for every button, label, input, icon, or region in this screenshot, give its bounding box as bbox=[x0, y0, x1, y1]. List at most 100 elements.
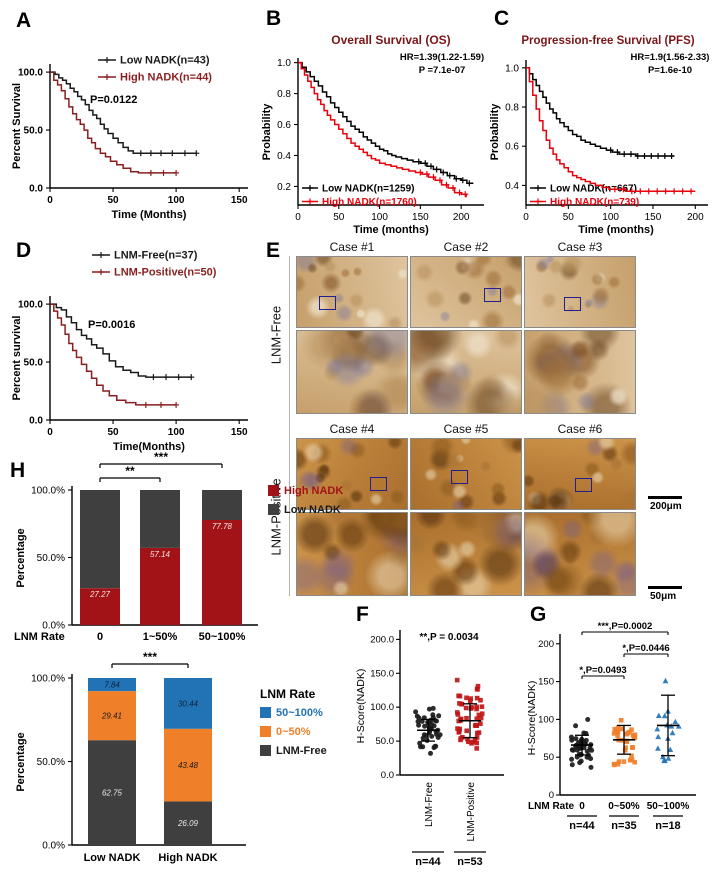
panel-letter-H: H bbox=[10, 459, 26, 482]
panel-letter-G: G bbox=[530, 603, 547, 626]
legend-swatch bbox=[268, 504, 279, 515]
chart-title: Overall Survival (OS) bbox=[331, 33, 450, 47]
km-curve bbox=[50, 303, 177, 406]
chart-mount-G: 0 50 100 150 200 0 n=44 0~50% n=35 50~100% n=18 ***… bbox=[528, 598, 718, 882]
y-tick-label: 100.0% bbox=[31, 486, 65, 497]
data-point bbox=[426, 706, 432, 712]
chart-mount-H2: 0.0% 50.0% 100.0% 62.75 29.41 7.84 Low NADK 26.… bbox=[6, 648, 354, 882]
p-annotation: P=1.6e-10 bbox=[648, 65, 692, 76]
p-annotation: P =7.1e-07 bbox=[419, 65, 466, 76]
y-tick-label: 100.0 bbox=[18, 300, 43, 311]
x-tick-label: 0 bbox=[47, 427, 53, 438]
segment-value: 26.09 bbox=[177, 819, 199, 828]
sig-label: ** bbox=[125, 464, 135, 478]
data-point bbox=[616, 759, 622, 764]
x-tick-label: 200 bbox=[453, 212, 470, 223]
bar-segment bbox=[88, 678, 136, 692]
segment-value: 30.44 bbox=[178, 699, 199, 708]
x-axis-title: LNM Rate bbox=[14, 631, 65, 643]
y-tick-label: 50.0% bbox=[37, 757, 65, 768]
data-point bbox=[669, 729, 676, 736]
scale-bar-label: 200μm bbox=[650, 501, 682, 512]
km-curve bbox=[526, 67, 675, 157]
segment-value: 77.78 bbox=[212, 522, 233, 531]
panel-letter-D: D bbox=[16, 239, 32, 262]
bar-segment bbox=[164, 728, 212, 802]
y-axis-label: Percentage bbox=[15, 732, 27, 791]
data-point bbox=[654, 726, 661, 732]
segment-value: 27.27 bbox=[89, 590, 111, 599]
data-point bbox=[584, 749, 590, 754]
chart-D: 0 50 100 150 0.0 50.0 100.0 P=0.0016 LNM-Free(n=… bbox=[11, 250, 248, 453]
data-point bbox=[454, 677, 460, 683]
data-point bbox=[614, 729, 620, 735]
y-tick-label: 0.4 bbox=[277, 151, 291, 162]
legend-label: 0~50% bbox=[276, 726, 311, 738]
panel-letter-B: B bbox=[266, 7, 282, 30]
data-point bbox=[415, 719, 421, 724]
ihc-inset-box bbox=[370, 477, 387, 491]
y-tick-label: 0.0 bbox=[381, 770, 394, 781]
bar-segment bbox=[140, 490, 180, 548]
data-point bbox=[464, 715, 469, 721]
data-point bbox=[619, 726, 624, 732]
ihc-mount-E: LNM-Free Case #1 Case #2 Case #3 LNM-Positiv… bbox=[260, 238, 718, 610]
y-axis-label: H-Score(NADK) bbox=[355, 669, 367, 744]
data-point bbox=[429, 733, 435, 739]
x-tick-label: 200 bbox=[687, 212, 704, 223]
data-point bbox=[474, 716, 480, 721]
legend-label: High NADK bbox=[284, 485, 343, 497]
panel-C-km-progression-free-survival: C 0 50 100 150 200 0.4 0.6 0.8 1.0 Progression-fr… bbox=[486, 2, 716, 236]
data-point bbox=[457, 729, 462, 734]
data-point bbox=[430, 705, 436, 711]
x-tick-label: 50 bbox=[107, 195, 119, 206]
data-point bbox=[476, 712, 482, 718]
y-axis-label: Percent survival bbox=[11, 316, 23, 401]
chart-H2: 0.0% 50.0% 100.0% 62.75 29.41 7.84 Low NADK 26.… bbox=[15, 650, 327, 864]
bar-segment bbox=[88, 740, 136, 845]
panel-letter-A: A bbox=[16, 9, 32, 32]
data-point bbox=[435, 735, 441, 740]
ihc-image-overview-case-3 bbox=[524, 256, 636, 328]
segment-value: 43.48 bbox=[178, 761, 199, 770]
n-label: n=44 bbox=[569, 820, 595, 832]
bar-segment bbox=[140, 547, 180, 625]
data-point bbox=[662, 677, 669, 684]
x-tick-label: 50 bbox=[333, 212, 345, 223]
legend-label: Low NADK(n=43) bbox=[120, 55, 210, 67]
group-label: LNM-Free bbox=[424, 782, 435, 827]
y-axis-label: Percentage bbox=[15, 528, 27, 587]
ihc-group-label: LNM-Free bbox=[268, 305, 284, 365]
y-tick-label: 200 bbox=[538, 639, 554, 650]
x-tick-label: 100 bbox=[602, 212, 619, 223]
x-tick-label: 150 bbox=[231, 427, 248, 438]
data-point bbox=[433, 743, 439, 749]
data-point bbox=[468, 706, 474, 711]
y-tick-label: 0 bbox=[549, 790, 554, 801]
data-point bbox=[468, 696, 473, 701]
ihc-image-overview-case-1 bbox=[296, 256, 408, 328]
data-point bbox=[419, 718, 425, 724]
y-axis-label: Probability bbox=[261, 103, 273, 161]
data-point bbox=[478, 697, 483, 703]
segment-value: 62.75 bbox=[102, 789, 123, 798]
y-tick-label: 0.8 bbox=[505, 103, 519, 114]
x-axis-label: Time (months) bbox=[578, 224, 654, 236]
ihc-inset-box bbox=[319, 296, 336, 310]
x-axis-label: Time (Months) bbox=[112, 209, 187, 221]
chart-B: 0 50 100 150 200 0.2 0.4 0.6 0.8 1.0 Overall Survi… bbox=[261, 33, 484, 236]
km-curve bbox=[50, 71, 197, 154]
data-point bbox=[475, 730, 480, 736]
group-label: 50~100% bbox=[647, 801, 690, 812]
data-point bbox=[615, 733, 620, 738]
ihc-inset-box bbox=[575, 478, 592, 492]
ihc-case-label: Case #2 bbox=[443, 240, 489, 254]
panel-H-stacked-bars: H 0.0% 50.0% 100.0% 27.27 0 57.14 1~50% 77.78 50… bbox=[6, 452, 354, 882]
data-point bbox=[474, 746, 479, 751]
panel-A-km-patient-survival: A 0 50 100 150 0.0 50.0 100.0 P=0.0122 Low NADK(… bbox=[6, 2, 258, 236]
ihc-image-overview-case-4 bbox=[296, 438, 408, 510]
sig-label: *** bbox=[154, 452, 168, 464]
scale-bar-label: 50μm bbox=[650, 591, 677, 602]
data-point bbox=[416, 722, 422, 728]
ihc-image-zoom-case-2 bbox=[410, 330, 522, 414]
